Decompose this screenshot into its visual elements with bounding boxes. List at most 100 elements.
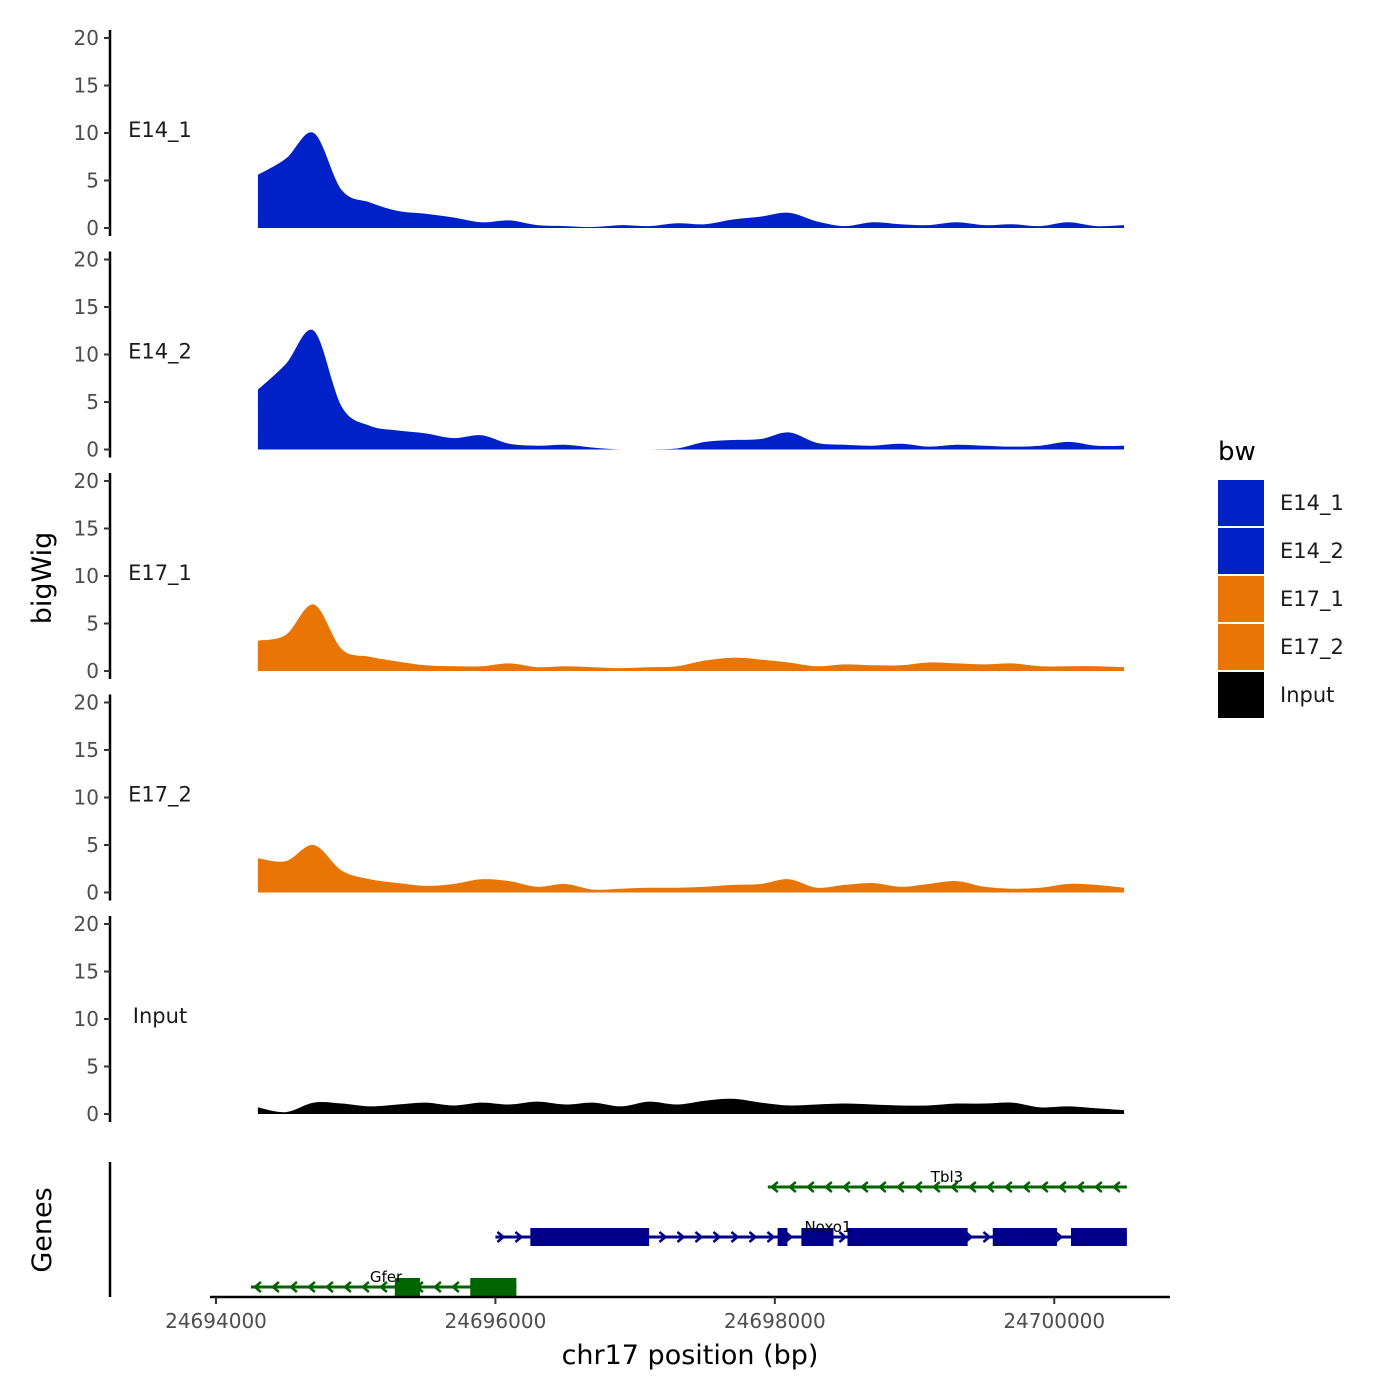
y-tick-label: 10 — [74, 121, 99, 145]
track-label-E14_1: E14_1 — [128, 118, 192, 143]
strand-arrow — [931, 1181, 941, 1193]
y-tick-label: 0 — [86, 438, 99, 462]
legend-swatch-E17_1 — [1218, 576, 1264, 622]
gene-Noxo1: Noxo1 — [495, 1218, 1127, 1246]
x-tick-label: 24698000 — [724, 1309, 826, 1333]
legend: bw E14_1 E14_2 E17_1 E17_2 Input — [1218, 437, 1344, 718]
strand-arrow — [496, 1231, 506, 1243]
y-tick-label: 20 — [74, 469, 99, 493]
strand-arrow — [676, 1231, 686, 1243]
exon-block — [777, 1228, 788, 1246]
track-label-E17_2: E17_2 — [128, 782, 192, 807]
exon-block — [847, 1228, 968, 1246]
strand-arrow — [769, 1181, 779, 1193]
strand-arrow — [1003, 1181, 1013, 1193]
strand-arrow — [658, 1231, 668, 1243]
strand-arrow — [787, 1181, 797, 1193]
y-tick-label: 20 — [74, 912, 99, 936]
gene-track: Tbl3 Noxo1 Gfer — [108, 1162, 1127, 1297]
y-tick-label: 15 — [74, 295, 99, 319]
strand-arrow — [288, 1281, 298, 1293]
strand-arrow — [306, 1281, 316, 1293]
y-tick-label: 5 — [86, 390, 99, 414]
legend-label-E14_1: E14_1 — [1280, 491, 1344, 516]
x-tick-label: 24700000 — [1003, 1309, 1105, 1333]
y-tick-label: 5 — [86, 612, 99, 636]
track-E17_2: 0 5 10 15 20 E17_2 — [74, 691, 1125, 905]
track-Input: 0 5 10 15 20 Input — [74, 912, 1125, 1126]
y-tick-label: 20 — [74, 26, 99, 50]
strand-arrow — [270, 1281, 280, 1293]
y-tick-label: 15 — [74, 738, 99, 762]
genes-axis-title: Genes — [27, 1187, 58, 1272]
signal-area-E17_1 — [257, 604, 1125, 671]
y-tick-label: 0 — [86, 216, 99, 240]
strand-arrow — [784, 1231, 794, 1243]
strand-arrow — [252, 1281, 262, 1293]
gene-Gfer: Gfer — [250, 1268, 517, 1296]
legend-label-E14_2: E14_2 — [1280, 539, 1344, 564]
legend-label-Input: Input — [1280, 683, 1334, 707]
strand-arrow — [895, 1181, 905, 1193]
exon-block — [394, 1278, 420, 1296]
track-E17_1: 0 5 10 15 20 E17_1 — [74, 469, 1125, 683]
legend-swatch-Input — [1218, 672, 1264, 718]
strand-arrow — [730, 1231, 740, 1243]
strand-arrow — [360, 1281, 370, 1293]
signal-area-Input — [257, 1098, 1125, 1114]
strand-arrow — [1039, 1181, 1049, 1193]
track-label-E17_1: E17_1 — [128, 561, 192, 586]
strand-arrow — [1057, 1181, 1067, 1193]
signal-tracks: 05101520E14_105101520E14_205101520E17_10… — [74, 26, 1125, 1126]
y-tick-label: 10 — [74, 786, 99, 810]
strand-arrow — [985, 1181, 995, 1193]
strand-arrow — [694, 1231, 704, 1243]
y-tick-label: 20 — [74, 248, 99, 272]
exon-block — [530, 1228, 650, 1246]
legend-swatch-E14_1 — [1218, 480, 1264, 526]
strand-arrow — [823, 1181, 833, 1193]
strand-arrow — [1054, 1231, 1064, 1243]
y-tick-label: 20 — [74, 691, 99, 715]
x-tick-label: 24694000 — [165, 1309, 267, 1333]
strand-arrow — [838, 1231, 848, 1243]
strand-arrow — [766, 1231, 776, 1243]
signal-area-E14_1 — [257, 132, 1125, 228]
track-label-Input: Input — [133, 1004, 187, 1028]
signal-area-E17_2 — [257, 844, 1125, 893]
x-axis: 24694000 24696000 24698000 24700000 — [165, 1295, 1170, 1333]
y-tick-label: 0 — [86, 881, 99, 905]
y-tick-label: 15 — [74, 74, 99, 98]
legend-swatch-E17_2 — [1218, 624, 1264, 670]
strand-arrow — [841, 1181, 851, 1193]
y-tick-label: 5 — [86, 169, 99, 193]
y-tick-label: 10 — [74, 1007, 99, 1031]
gene-label-Gfer: Gfer — [370, 1268, 403, 1286]
strand-arrow — [859, 1181, 869, 1193]
strand-arrow — [378, 1281, 388, 1293]
x-axis-title: chr17 position (bp) — [562, 1340, 819, 1371]
strand-arrow — [949, 1181, 959, 1193]
signal-area-E14_2 — [257, 329, 1125, 450]
exon-block — [992, 1228, 1058, 1246]
strand-arrow — [805, 1181, 815, 1193]
legend-title: bw — [1218, 437, 1256, 467]
track-E14_1: 0 5 10 15 20 E14_1 — [74, 26, 1125, 240]
exon-block — [801, 1228, 834, 1246]
y-tick-label: 0 — [86, 1102, 99, 1126]
strand-arrow — [913, 1181, 923, 1193]
strand-arrow — [1021, 1181, 1031, 1193]
y-axis-title: bigWig — [27, 532, 58, 625]
y-tick-label: 5 — [86, 833, 99, 857]
strand-arrow — [877, 1181, 887, 1193]
strand-arrow — [967, 1181, 977, 1193]
y-tick-label: 15 — [74, 960, 99, 984]
strand-arrow — [712, 1231, 722, 1243]
x-tick-label: 24696000 — [445, 1309, 547, 1333]
gene-label-Tbl3: Tbl3 — [930, 1168, 963, 1186]
strand-arrow — [514, 1231, 524, 1243]
strand-arrow — [432, 1281, 442, 1293]
y-tick-label: 5 — [86, 1055, 99, 1079]
strand-arrow — [1075, 1181, 1085, 1193]
